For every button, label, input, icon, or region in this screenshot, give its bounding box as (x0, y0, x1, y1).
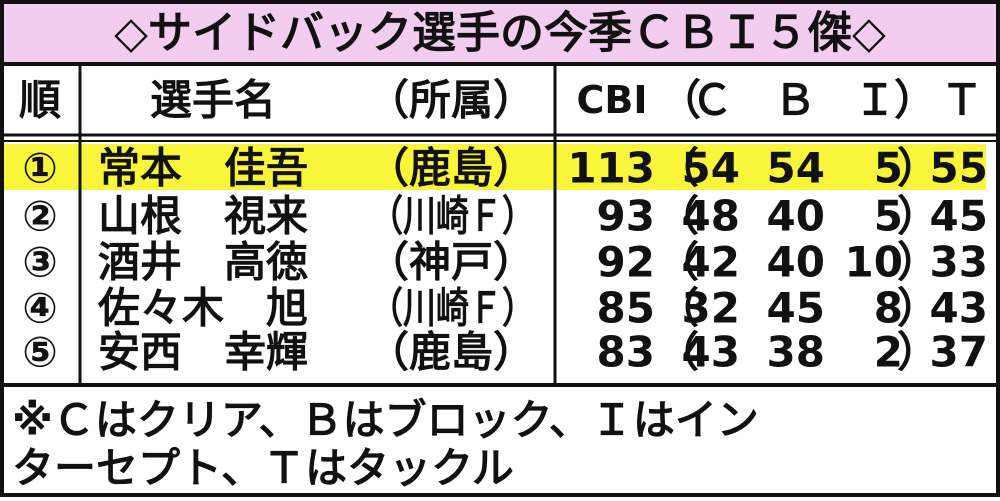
player-name: 常本 佳吾 (98, 144, 308, 193)
intercept: 8 (874, 284, 903, 333)
note-line: ※Ｃはクリア、Ｂはブロック、Ｉはイン (12, 396, 759, 445)
rank: ② (22, 192, 58, 241)
header-close: ） (894, 76, 936, 125)
paren-open: （ (657, 328, 699, 377)
block: 40 (767, 192, 825, 241)
clear: 43 (682, 328, 740, 377)
paren-close: ） (897, 238, 939, 287)
paren-open: （ (657, 238, 699, 287)
tackle: 55 (930, 144, 988, 193)
clear: 54 (682, 144, 740, 193)
intercept: 5 (874, 144, 903, 193)
paren-close: ） (897, 144, 939, 193)
paren-close: ） (897, 284, 939, 333)
team: （川崎Ｆ） (370, 192, 535, 241)
team: （川崎Ｆ） (370, 284, 535, 333)
tackle: 33 (930, 238, 988, 287)
header-rank: 順 (19, 76, 61, 125)
cbi: 83 (597, 328, 655, 377)
header-b: Ｂ (774, 76, 816, 125)
team: （鹿島） (367, 144, 535, 193)
header-player: 選手名 (150, 76, 276, 125)
highlight-row (2, 144, 986, 190)
note-line: ターセプト、Ｔはタックル (12, 444, 514, 493)
clear: 48 (682, 192, 740, 241)
intercept: 2 (874, 328, 903, 377)
tackle: 43 (930, 284, 988, 333)
paren-open: （ (657, 284, 699, 333)
block: 40 (767, 238, 825, 287)
intercept: 10 (845, 238, 903, 287)
cbi: 93 (597, 192, 655, 241)
clear: 42 (682, 238, 740, 287)
intercept: 5 (874, 192, 903, 241)
player-name: 安西 幸輝 (98, 328, 308, 377)
rank: ⑤ (22, 328, 58, 377)
header-t: Ｔ (941, 76, 983, 125)
paren-close: ） (897, 192, 939, 241)
block: 38 (767, 328, 825, 377)
block: 45 (767, 284, 825, 333)
cbi: 113 (567, 144, 655, 193)
team: （神戸） (367, 238, 535, 287)
rank: ④ (22, 284, 58, 333)
clear: 32 (682, 284, 740, 333)
tackle: 45 (930, 192, 988, 241)
cbi: 85 (597, 284, 655, 333)
paren-open: （ (657, 192, 699, 241)
cbi: 92 (597, 238, 655, 287)
block: 54 (767, 144, 825, 193)
header-c: Ｃ (691, 76, 733, 125)
header-cbi: CBI (577, 78, 648, 122)
team: （鹿島） (367, 328, 535, 377)
player-name: 山根 視来 (98, 192, 308, 241)
rank: ① (22, 144, 58, 193)
player-name: 酒井 高徳 (98, 238, 308, 287)
header-team: （所属） (367, 76, 535, 125)
title-band (0, 0, 1000, 64)
title: ◇サイドバック選手の今季ＣＢＩ５傑◇ (114, 8, 886, 59)
paren-open: （ (657, 144, 699, 193)
player-name: 佐々木 旭 (97, 284, 308, 333)
tackle: 37 (930, 328, 988, 377)
paren-close: ） (897, 328, 939, 377)
header-i: Ｉ (854, 76, 896, 125)
header-open: （ (659, 76, 701, 125)
rank: ③ (22, 238, 58, 287)
